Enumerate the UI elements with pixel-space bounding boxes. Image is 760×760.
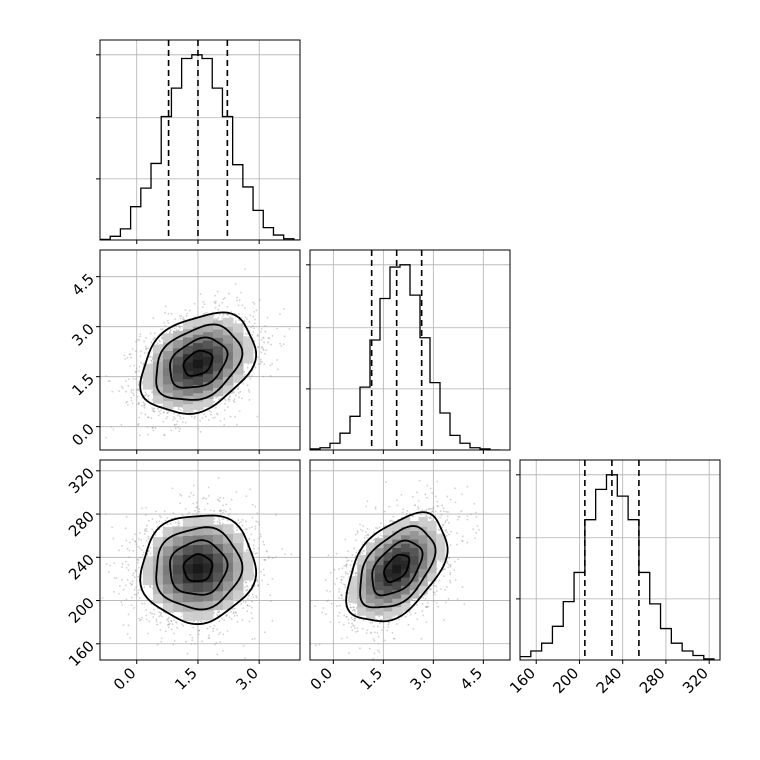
contour-3 xyxy=(139,514,257,626)
histogram-2 xyxy=(520,474,715,660)
scatter-points-2-0 xyxy=(101,477,293,660)
hist-panel-2: 160 200 240 280 320 xyxy=(506,459,721,697)
x-tick-label: 160 xyxy=(506,664,539,697)
x-tick-label: 0.0 xyxy=(110,664,140,694)
scatter-points-1-0 xyxy=(105,268,291,439)
y-tick-label: 1.5 xyxy=(68,370,98,400)
x-tick-label: 1.5 xyxy=(357,664,387,694)
panel-frame xyxy=(519,459,721,661)
y-tick-label: 3.0 xyxy=(68,320,98,350)
scatter-panel-2-0: 160 200 240 280 320 0.0 1.5 3.0 xyxy=(65,459,301,694)
histogram-0 xyxy=(100,54,300,240)
contour-1 xyxy=(169,336,229,389)
y-tick-label: 4.5 xyxy=(68,270,98,300)
y-tick-label: 320 xyxy=(65,464,98,497)
contour-3 xyxy=(345,511,449,623)
panel-frame xyxy=(309,249,511,451)
y-tick-label: 280 xyxy=(65,507,98,540)
x-tick-label: 200 xyxy=(549,664,582,697)
contour-1 xyxy=(169,539,229,596)
histogram-1 xyxy=(310,264,500,450)
contour-0 xyxy=(182,349,214,377)
y-tick-label: 160 xyxy=(65,637,98,670)
contour-2 xyxy=(155,526,244,611)
scatter-panel-2-1: 0.0 1.5 3.0 4.5 xyxy=(307,459,511,694)
panel-frame xyxy=(309,459,511,661)
x-tick-label: 320 xyxy=(679,664,712,697)
contour-0 xyxy=(383,553,411,584)
x-tick-label: 3.0 xyxy=(232,664,262,694)
contour-2 xyxy=(359,525,437,609)
panel-frame xyxy=(99,39,301,241)
y-tick-label: 240 xyxy=(65,551,98,584)
y-tick-label: 0.0 xyxy=(68,420,98,450)
panel-frame xyxy=(99,459,301,661)
x-tick-label: 3.0 xyxy=(407,664,437,694)
x-tick-label: 4.5 xyxy=(457,664,487,694)
x-tick-label: 240 xyxy=(593,664,626,697)
hist-panel-1 xyxy=(306,249,511,454)
hist-panel-0 xyxy=(96,39,301,244)
scatter-panel-1-0: 0.0 1.5 3.0 4.5 xyxy=(68,249,301,454)
x-tick-label: 1.5 xyxy=(171,664,201,694)
contour-0 xyxy=(182,553,214,583)
contour-3 xyxy=(139,311,257,415)
contour-1 xyxy=(371,539,424,597)
x-tick-label: 0.0 xyxy=(307,664,337,694)
panel-frame xyxy=(99,249,301,451)
y-tick-label: 200 xyxy=(65,594,98,627)
contour-2 xyxy=(155,323,244,401)
x-tick-label: 280 xyxy=(636,664,669,697)
scatter-points-2-1 xyxy=(314,479,481,660)
